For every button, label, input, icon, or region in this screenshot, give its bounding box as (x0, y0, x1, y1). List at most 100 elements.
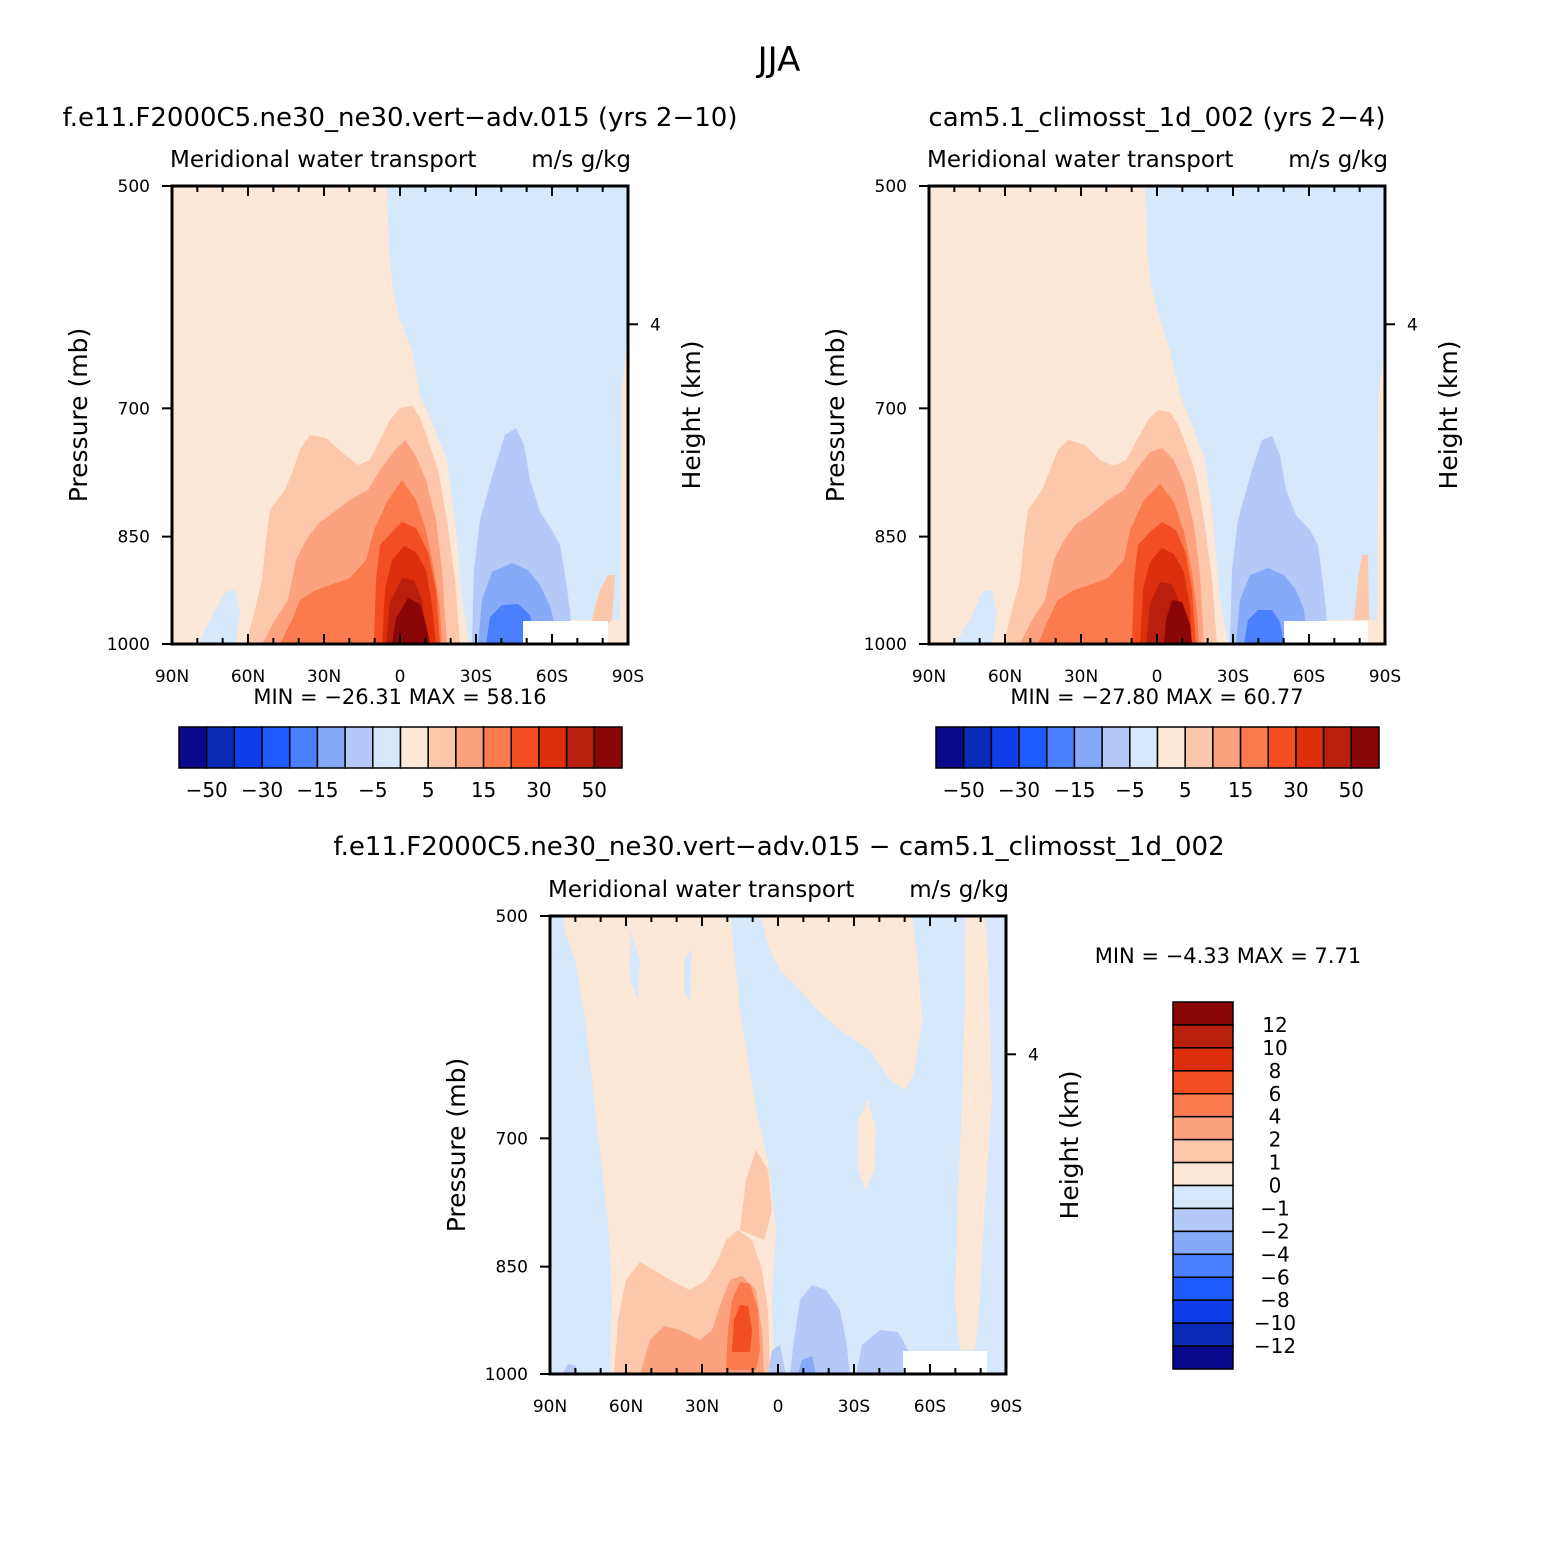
colorbar-swatch (1156, 726, 1186, 769)
x-tick-label: 90N (533, 1397, 567, 1417)
colorbar-label: 1 (1269, 1151, 1282, 1175)
contour-positive-weak-3 (955, 916, 992, 1350)
axes: 90N 60N 30N 0 30S 60S 90S 500 700 850 1000 4 (864, 177, 1418, 687)
colorbar-swatch (427, 726, 457, 769)
contour-negative-2c (768, 1345, 786, 1374)
panel-subtitle-right: m/s g/kg (909, 877, 1009, 903)
colorbar-swatch (1172, 1184, 1234, 1210)
colorbar-label: 15 (1228, 778, 1253, 802)
x-tick-label: 90S (612, 667, 644, 687)
x-tick-label: 60N (609, 1397, 643, 1417)
colorbar-label: −30 (241, 778, 283, 802)
x-tick-label: 60S (536, 667, 568, 687)
colorbar-label: 50 (1339, 778, 1364, 802)
colorbar-label: −15 (1053, 778, 1095, 802)
x-tick-label: 30S (460, 667, 492, 687)
colorbar-swatch (178, 726, 208, 769)
x-tick-label: 90S (990, 1397, 1022, 1417)
axes: 90N 60N 30N 0 30S 60S 90S 500 700 850 1000 4 (107, 177, 661, 687)
colorbar-swatch (1073, 726, 1103, 769)
x-tick-label: 30N (685, 1397, 719, 1417)
contour-negative-weak-2 (955, 590, 997, 644)
panel-subtitle-right: m/s g/kg (531, 147, 631, 173)
colorbar-swatch (565, 726, 596, 769)
x-tick-label: 30S (838, 1397, 870, 1417)
colorbar-label: −50 (186, 778, 228, 802)
y2-axis-title: Height (km) (1434, 341, 1463, 490)
colorbar-swatch (261, 726, 291, 769)
colorbar-label: −4 (1260, 1242, 1289, 1266)
colorbar-swatch (1172, 1138, 1234, 1164)
y-tick-label: 700 (496, 1129, 528, 1149)
y-tick-label: 1000 (107, 635, 150, 655)
y-tick-label: 500 (875, 177, 907, 197)
contour-negative-2d (562, 1364, 578, 1374)
y-axis-title: Pressure (mb) (442, 1058, 471, 1232)
colorbar-swatch (1172, 1207, 1234, 1233)
colorbar: −50 −30 −15 −5 5 15 30 50 (178, 726, 623, 802)
colorbar-swatch (1046, 726, 1076, 769)
colorbar: −50 −30 −15 −5 5 15 30 50 (935, 726, 1380, 802)
colorbar-swatch (1172, 1253, 1234, 1278)
colorbar-label: −1 (1260, 1196, 1289, 1220)
colorbar-swatch (1350, 726, 1380, 769)
colorbar-swatch (510, 726, 540, 769)
colorbar-swatch (1172, 1230, 1234, 1256)
x-tick-label: 0 (773, 1397, 784, 1417)
colorbar-swatch (1239, 726, 1269, 769)
min-max-stats: MIN = −4.33 MAX = 7.71 (1095, 944, 1362, 968)
colorbar-label: −12 (1254, 1334, 1296, 1358)
colorbar-swatch (344, 726, 374, 769)
panel-difference: f.e11.F2000C5.ne30_ne30.vert−adv.015 − c… (333, 832, 1361, 1417)
panel-subtitle-right: m/s g/kg (1288, 147, 1388, 173)
colorbar-label: 4 (1269, 1105, 1282, 1129)
x-tick-label: 60N (231, 667, 265, 687)
contour-field (929, 186, 1385, 644)
colorbar-swatch (482, 726, 512, 769)
colorbar-swatch (990, 726, 1020, 769)
panel-title: f.e11.F2000C5.ne30_ne30.vert−adv.015 (yr… (63, 103, 738, 133)
contour-negative-weak-2 (198, 590, 240, 644)
contour-positive-4 (732, 1305, 752, 1352)
colorbar-swatch (1172, 1047, 1234, 1072)
colorbar-swatch (1172, 1299, 1234, 1324)
x-tick-label: 30N (1064, 667, 1098, 687)
x-tick-label: 0 (395, 667, 406, 687)
contour-field (172, 186, 628, 644)
page-title: JJA (756, 40, 801, 80)
x-tick-label: 60N (988, 667, 1022, 687)
colorbar-swatch (1129, 726, 1159, 769)
colorbar-label: −50 (943, 778, 985, 802)
contour-positive-weak-4 (858, 1100, 876, 1190)
y2-tick-label: 4 (650, 315, 661, 335)
y-axis-title: Pressure (mb) (64, 328, 93, 502)
y-tick-label: 700 (875, 399, 907, 419)
colorbar-label: 8 (1269, 1059, 1282, 1083)
contour-positive-weak-2 (760, 916, 922, 1090)
panel-subtitle-left: Meridional water transport (927, 147, 1233, 173)
x-tick-label: 90N (912, 667, 946, 687)
y-tick-label: 850 (118, 528, 150, 548)
colorbar-swatch (1172, 1322, 1234, 1347)
contour-positive-8 (1354, 555, 1369, 620)
colorbar-swatch (1018, 726, 1048, 769)
colorbar-label: −30 (998, 778, 1040, 802)
colorbar-label: −6 (1260, 1265, 1289, 1289)
y-tick-label: 700 (118, 399, 150, 419)
colorbar-swatch (1172, 1001, 1234, 1026)
colorbar-swatch (399, 726, 429, 769)
panel-control: f.e11.F2000C5.ne30_ne30.vert−adv.015 (yr… (63, 103, 738, 802)
colorbar-swatch (962, 726, 993, 769)
contour-negative-2 (790, 1285, 850, 1374)
colorbar-swatch (1184, 726, 1214, 769)
colorbar-swatch (1172, 1345, 1234, 1370)
colorbar-swatch (1267, 726, 1297, 769)
min-max-stats: MIN = −27.80 MAX = 60.77 (1010, 685, 1303, 709)
contour-negative-weak-2 (630, 930, 640, 1000)
colorbar-swatch (935, 726, 965, 769)
colorbar-swatch (1101, 726, 1131, 769)
min-max-stats: MIN = −26.31 MAX = 58.16 (253, 685, 546, 709)
x-tick-label: 60S (914, 1397, 946, 1417)
